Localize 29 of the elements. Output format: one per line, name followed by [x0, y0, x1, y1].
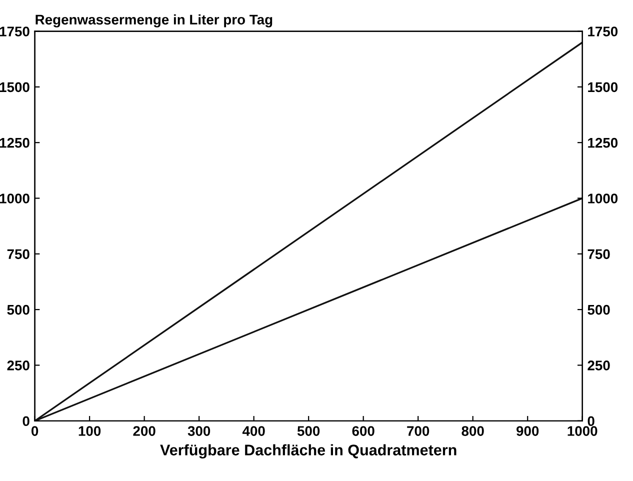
x-tick-label: 400: [242, 426, 265, 436]
y-tick-label: 250: [7, 360, 30, 370]
x-tick-label: 900: [516, 426, 539, 436]
y2-tick-label: 750: [588, 249, 610, 260]
x-tick-label: 100: [78, 426, 101, 436]
y-tick-label: 1000: [0, 194, 30, 204]
y-tick-label: 0: [22, 416, 30, 426]
x-tick-label: 200: [133, 426, 156, 436]
y-tick-label: 1250: [0, 138, 30, 148]
x-tick-label: 700: [407, 426, 430, 436]
y2-tick-label: 1750: [588, 26, 618, 36]
y-tick-label: 500: [7, 304, 30, 315]
y2-tick-label: 1250: [588, 138, 618, 148]
y-tick-label: 750: [7, 249, 30, 260]
y-axis-title: Regenwassermenge in Liter pro Tag: [36, 14, 272, 28]
y2-tick-label: 250: [588, 360, 610, 370]
y2-tick-label: 0: [588, 416, 594, 426]
x-tick-label: 300: [188, 426, 210, 436]
x-tick-label: 1000: [568, 426, 598, 436]
x-tick-label: 500: [297, 426, 320, 436]
x-tick-label: 800: [462, 426, 484, 436]
y2-tick-label: 1500: [588, 82, 618, 92]
x-tick-label: 0: [32, 426, 38, 436]
y2-tick-label: 1000: [588, 194, 618, 204]
y2-tick-label: 500: [588, 304, 610, 315]
y-tick-label: 1500: [0, 82, 30, 92]
x-axis-title: Verfügbare Dachfläche in Quadratmetern: [160, 444, 456, 459]
y-tick-label: 1750: [0, 26, 30, 36]
x-tick-label: 600: [352, 426, 374, 436]
